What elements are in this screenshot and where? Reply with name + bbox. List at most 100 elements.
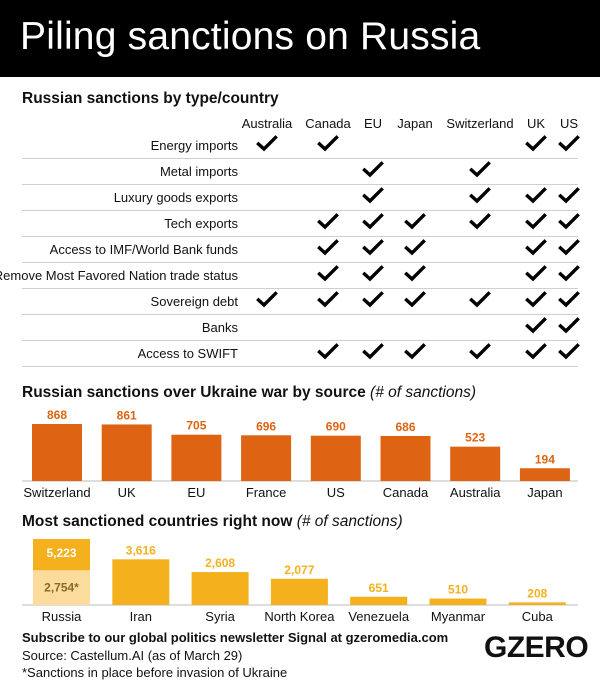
check-icon [469, 161, 491, 183]
row-divider [22, 262, 578, 263]
title-bar: Piling sanctions on Russia [0, 0, 600, 77]
chart1-bar [241, 435, 292, 481]
check-icon [404, 239, 426, 261]
check-icon [256, 291, 278, 313]
column-header: UK [526, 116, 546, 131]
check-icon [525, 317, 547, 339]
check-icon [404, 265, 426, 287]
row-label: Access to IMF/World Bank funds [49, 242, 238, 257]
column-header: US [559, 116, 579, 131]
column-header: Australia [241, 116, 293, 131]
check-icon [525, 291, 547, 313]
table-title: Russian sanctions by type/country [22, 90, 279, 107]
check-icon [317, 291, 339, 313]
chart2-value-label: 2,608 [205, 556, 235, 570]
check-icon [317, 135, 339, 157]
chart1-value-label: 696 [256, 419, 276, 433]
chart1-bar [171, 434, 222, 481]
check-icon [558, 239, 580, 261]
chart1-category-label: UK [118, 485, 136, 500]
chart2-category-label: Myanmar [431, 609, 486, 624]
chart1-value-label: 523 [465, 431, 485, 445]
chart1-title: Russian sanctions over Ukraine war by so… [22, 384, 366, 401]
chart2-base-bar [33, 570, 90, 605]
chart2-value-label: 5,223 [46, 546, 76, 560]
chart2-category-label: Iran [130, 609, 152, 624]
row-label: Sovereign debt [150, 294, 238, 309]
check-icon [469, 291, 491, 313]
row-divider [22, 210, 578, 211]
check-icon [404, 213, 426, 235]
source-text: Source: Castellum.AI (as of March 29) [22, 648, 243, 663]
check-icon [362, 291, 384, 313]
check-icon [256, 135, 278, 157]
check-icon [558, 135, 580, 157]
chart2-value-label: 510 [448, 583, 468, 597]
chart2-category-label: Venezuela [348, 609, 409, 624]
check-icon [317, 213, 339, 235]
check-icon [362, 265, 384, 287]
check-icon [469, 213, 491, 235]
chart1-value-label: 868 [47, 408, 67, 422]
row-divider [22, 288, 578, 289]
check-icon [362, 187, 384, 209]
row-label: Luxury goods exports [113, 190, 238, 205]
check-icon [404, 343, 426, 365]
chart1-value-label: 861 [117, 408, 137, 422]
check-icon [558, 343, 580, 365]
column-header: Japan [397, 116, 433, 131]
chart2-title-wrap: Most sanctioned countries right now (# o… [22, 513, 403, 531]
check-icon [362, 343, 384, 365]
column-header: EU [363, 116, 383, 131]
check-icon [558, 291, 580, 313]
row-label: Tech exports [164, 216, 238, 231]
chart1-category-label: EU [187, 485, 205, 500]
check-icon [469, 343, 491, 365]
chart1-title-wrap: Russian sanctions over Ukraine war by so… [22, 384, 476, 402]
check-icon [525, 343, 547, 365]
row-label: Energy imports [150, 138, 238, 153]
check-icon [525, 135, 547, 157]
check-icon [317, 343, 339, 365]
row-divider [22, 236, 578, 237]
chart2-category-label: Cuba [522, 609, 554, 624]
check-icon [317, 239, 339, 261]
row-divider [22, 184, 578, 185]
chart2-subtitle: (# of sanctions) [296, 513, 403, 530]
chart2-bar [112, 559, 170, 605]
chart2-bar [350, 596, 408, 605]
check-icon [362, 161, 384, 183]
chart2-bar [270, 578, 328, 605]
chart1-category-label: Japan [527, 485, 562, 500]
chart1-value-label: 194 [535, 452, 555, 466]
chart1-bar [310, 435, 361, 481]
chart1-subtitle: (# of sanctions) [370, 384, 476, 401]
chart1-value-label: 705 [186, 419, 206, 433]
row-divider [22, 158, 578, 159]
chart2-value-label: 651 [369, 581, 389, 595]
check-icon [525, 265, 547, 287]
chart1-bar [380, 435, 431, 481]
gzero-logo: GZERO [484, 631, 589, 664]
footnote-text: *Sanctions in place before invasion of U… [22, 665, 288, 680]
check-icon [525, 187, 547, 209]
check-icon [469, 187, 491, 209]
chart1-value-label: 690 [326, 420, 346, 434]
chart1-bar [32, 424, 82, 481]
column-header: Canada [305, 116, 351, 131]
check-icon [404, 291, 426, 313]
check-icon [558, 213, 580, 235]
chart2-title: Most sanctioned countries right now [22, 513, 293, 530]
check-icon [362, 239, 384, 261]
row-divider [22, 340, 578, 341]
chart2-value-label: 2,077 [284, 563, 314, 577]
check-icon [558, 317, 580, 339]
page-title: Piling sanctions on Russia [20, 15, 481, 58]
subscribe-text: Subscribe to our global politics newslet… [22, 630, 449, 645]
chart2-bar [191, 572, 249, 605]
check-icon [525, 239, 547, 261]
column-header: Switzerland [446, 116, 514, 131]
chart2-value-label: 3,616 [126, 543, 156, 557]
chart1-category-label: US [327, 485, 345, 500]
